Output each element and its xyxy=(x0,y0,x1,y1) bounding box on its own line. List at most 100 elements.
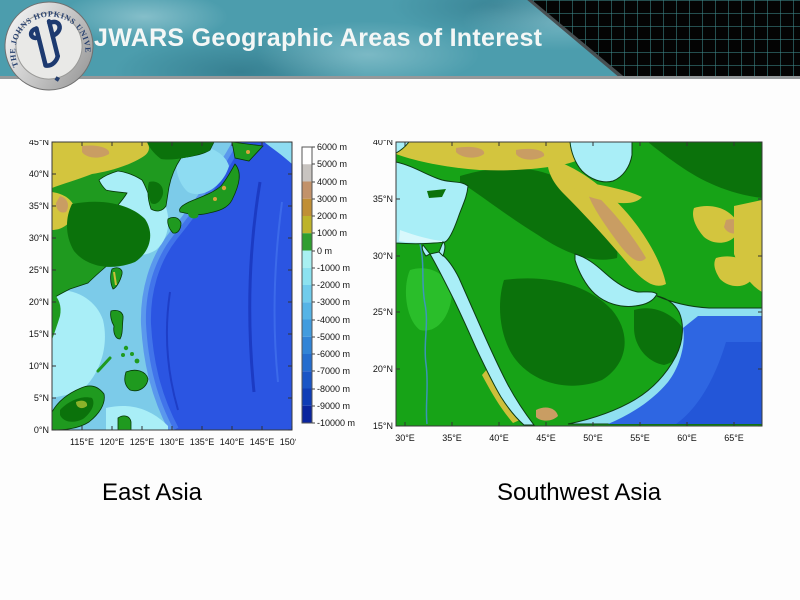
sulawesi xyxy=(117,415,132,430)
trench-line xyxy=(248,181,262,393)
east-asia-caption: East Asia xyxy=(101,479,203,506)
seal-group: THE JOHNS HOPKINS UNIVERSITY xyxy=(3,0,94,91)
southwest-asia-lat-labels: 40°N 35°N 30°N 25°N 20°N 15°N xyxy=(373,140,393,431)
gulf-of-suez xyxy=(421,244,431,257)
lon-tick-label: 35°E xyxy=(442,433,462,443)
lat-tick-label: 30°N xyxy=(373,251,393,261)
southwest-asia-map-frame xyxy=(395,141,763,427)
lat-tick-label: 5°N xyxy=(34,393,49,403)
sea-of-japan xyxy=(175,144,229,195)
manchuria xyxy=(147,142,214,160)
lat-tick-label: 25°N xyxy=(29,265,49,275)
legend-label: -9000 m xyxy=(317,401,350,411)
lat-tick-label: 35°N xyxy=(29,201,49,211)
seal-diamond-mark xyxy=(54,76,60,82)
legend-label: -2000 m xyxy=(317,280,350,290)
lat-tick-label: 40°N xyxy=(29,169,49,179)
southwest-asia-lon-labels: 30°E 35°E 40°E 45°E 50°E 55°E 60°E 65°E xyxy=(395,433,744,443)
legend-label: -1000 m xyxy=(317,263,350,273)
lat-tick-label: 15°N xyxy=(373,421,393,431)
plateau-highlands xyxy=(52,142,149,188)
red-sea xyxy=(429,251,536,426)
lat-tick-label: 40°N xyxy=(373,140,393,147)
gulf-of-aqaba xyxy=(438,241,446,257)
legend-label: -5000 m xyxy=(317,332,350,342)
lat-tick-label: 20°N xyxy=(29,297,49,307)
persian-gulf xyxy=(574,253,658,307)
lat-tick-label: 20°N xyxy=(373,364,393,374)
vietnam-coast xyxy=(52,292,61,340)
east-asia-lat-labels: 45°N 40°N 35°N 30°N 25°N 20°N 15°N 10°N … xyxy=(29,140,49,435)
arabian-interior xyxy=(500,278,625,386)
jhu-monogram xyxy=(28,19,62,68)
lon-tick-label: 40°E xyxy=(489,433,509,443)
legend-label: -6000 m xyxy=(317,349,350,359)
legend-labels: 6000 m 5000 m 4000 m 3000 m 2000 m 1000 … xyxy=(317,142,355,428)
anatolia-highlands xyxy=(396,142,590,171)
caspian-sea xyxy=(569,142,633,183)
southwest-asia-map-image xyxy=(396,142,762,426)
lon-tick-label: 55°E xyxy=(630,433,650,443)
legend-label: 3000 m xyxy=(317,194,347,204)
legend-label: -3000 m xyxy=(317,297,350,307)
east-asia-map-image xyxy=(52,142,292,430)
lon-tick-label: 130°E xyxy=(160,437,185,447)
header-water-texture xyxy=(0,0,618,76)
lon-tick-label: 120°E xyxy=(100,437,125,447)
palawan xyxy=(96,356,112,373)
lon-tick-label: 135°E xyxy=(190,437,215,447)
lon-tick-label: 65°E xyxy=(724,433,744,443)
south-china-sea-shelf xyxy=(52,289,105,398)
legend-label: 6000 m xyxy=(317,142,347,152)
cyprus-island xyxy=(427,189,446,198)
kyushu xyxy=(167,216,182,234)
lat-tick-label: 30°N xyxy=(29,233,49,243)
lat-tick-label: 45°N xyxy=(29,140,49,147)
lat-tick-label: 25°N xyxy=(373,307,393,317)
lon-tick-label: 145°E xyxy=(250,437,275,447)
lat-tick-label: 15°N xyxy=(29,329,49,339)
mediterranean-sea xyxy=(396,161,469,245)
yemen-highlands xyxy=(536,407,558,421)
lat-tick-label: 35°N xyxy=(373,194,393,204)
legend-label: 4000 m xyxy=(317,177,347,187)
lon-tick-label: 50°E xyxy=(583,433,603,443)
southwest-asia-map: 40°N 35°N 30°N 25°N 20°N 15°N 30°E 35°E … xyxy=(373,140,763,443)
lon-tick-label: 125°E xyxy=(130,437,155,447)
oman-highlands xyxy=(634,308,686,365)
lat-tick-label: 10°N xyxy=(29,361,49,371)
korea-peninsula xyxy=(147,181,164,204)
lon-tick-label: 115°E xyxy=(70,437,94,447)
mindanao xyxy=(124,369,149,392)
lat-tick-label: 0°N xyxy=(34,425,49,435)
southwest-asia-caption: Southwest Asia xyxy=(496,479,662,506)
header-banner: JWARS Geographic Areas of Interest xyxy=(0,0,800,79)
jhu-seal-logo: THE JOHNS HOPKINS UNIVERSITY xyxy=(3,0,94,91)
alborz-mountains xyxy=(568,178,642,204)
sea-of-okhotsk xyxy=(264,142,292,164)
honshu xyxy=(179,163,240,215)
lon-tick-label: 45°E xyxy=(536,433,556,443)
lon-tick-label: 30°E xyxy=(395,433,415,443)
luzon xyxy=(110,310,124,340)
shikoku xyxy=(188,212,199,219)
legend-label: 1000 m xyxy=(317,228,347,238)
page-title: JWARS Geographic Areas of Interest xyxy=(94,24,543,52)
hainan-island xyxy=(52,305,60,311)
legend-colorbar xyxy=(301,146,315,424)
lon-tick-label: 140°E xyxy=(220,437,245,447)
legend-label: -4000 m xyxy=(317,315,350,325)
legend-label: -8000 m xyxy=(317,384,350,394)
legend-label: 5000 m xyxy=(317,159,347,169)
legend-label: 2000 m xyxy=(317,211,347,221)
east-asia-map: 45°N 40°N 35°N 30°N 25°N 20°N 15°N 10°N … xyxy=(29,140,296,447)
lon-tick-label: 60°E xyxy=(677,433,697,443)
elevation-legend: 6000 m 5000 m 4000 m 3000 m 2000 m 1000 … xyxy=(301,142,355,428)
legend-tick-marks xyxy=(312,146,315,424)
legend-label: -7000 m xyxy=(317,366,350,376)
southwest-asia-tick-marks xyxy=(396,141,762,427)
nile-river xyxy=(419,243,428,425)
lon-tick-label: 150°E xyxy=(280,437,296,447)
legend-label: 0 m xyxy=(317,246,332,256)
